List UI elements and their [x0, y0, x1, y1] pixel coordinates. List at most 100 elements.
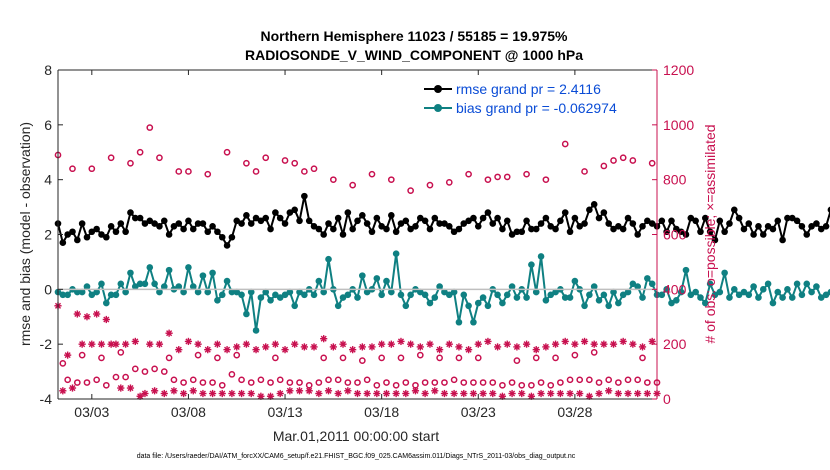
obs-assimilated-point-stroke	[272, 341, 279, 348]
obs-assimilated-point-stroke	[610, 341, 617, 348]
bias-point	[445, 291, 453, 299]
bias-point	[682, 266, 690, 274]
rmse-point	[721, 228, 728, 236]
rmse-point	[238, 220, 245, 227]
bias-point	[716, 288, 724, 296]
obs-possible-point	[474, 354, 482, 362]
obs-assimilated-point	[141, 389, 149, 398]
bias-point	[721, 269, 728, 277]
rmse-point	[310, 222, 318, 230]
obs-assimilated-point-stroke	[190, 387, 197, 394]
obs-possible-point	[291, 159, 299, 167]
obs-assimilated-point-stroke	[344, 387, 351, 394]
rmse-point	[813, 220, 820, 227]
rmse-point	[494, 214, 501, 222]
y-axis-label: rmse and bias (model - observation)	[17, 122, 33, 346]
x-tick-label: 03/18	[364, 404, 399, 420]
bias-point	[388, 288, 395, 296]
obs-assimilated-point	[73, 310, 81, 318]
obs-possible-point	[286, 379, 294, 386]
y-tick-label: 2	[44, 227, 52, 243]
obs-possible-point	[325, 376, 332, 384]
rmse-point	[199, 220, 207, 227]
obs-assimilated-point	[59, 387, 67, 395]
obs-assimilated-point	[155, 340, 164, 348]
rmse-point	[687, 214, 695, 222]
obs-possible-point	[117, 349, 125, 356]
obs-assimilated-point	[450, 389, 458, 398]
obs-assimilated-point-stroke	[504, 341, 511, 348]
bias-point	[803, 280, 811, 288]
rmse-point	[185, 217, 192, 225]
obs-possible-point	[88, 165, 96, 173]
obs-assimilated-point	[68, 384, 77, 392]
bias-point	[141, 280, 149, 288]
rmse-point	[508, 231, 516, 238]
obs-possible-point	[146, 124, 154, 131]
obs-assimilated-point	[228, 389, 236, 398]
obs-assimilated-point	[199, 389, 207, 398]
obs-possible-point	[78, 351, 86, 359]
obs-assimilated-point	[455, 343, 463, 351]
rmse-point	[421, 217, 429, 225]
obs-possible-point	[387, 176, 395, 184]
obs-possible-point	[431, 379, 439, 386]
obs-possible-point	[436, 354, 443, 362]
bias-point	[769, 299, 777, 307]
bias-point	[291, 302, 299, 310]
obs-assimilated-point-stroke	[388, 341, 395, 348]
rmse-point	[170, 222, 178, 230]
obs-assimilated-point	[252, 346, 260, 354]
obs-assimilated-point	[126, 384, 135, 392]
rmse-point	[827, 206, 830, 213]
obs-assimilated-point-stroke	[93, 310, 100, 318]
obs-possible-point	[513, 357, 521, 364]
plot-area	[58, 70, 657, 399]
obs-assimilated-point-stroke	[248, 390, 255, 397]
obs-possible-point	[421, 379, 429, 386]
bias-point	[78, 288, 86, 296]
obs-assimilated-point	[638, 343, 647, 351]
rmse-point	[774, 217, 782, 225]
rmse-point	[668, 217, 675, 225]
obs-assimilated-point	[440, 389, 449, 398]
obs-possible-point	[383, 379, 390, 386]
rmse-point	[165, 231, 173, 238]
series-layer	[54, 124, 830, 400]
obs-assimilated-point	[112, 340, 120, 348]
bias-point	[426, 299, 434, 307]
obs-possible-point	[141, 368, 149, 375]
bias-point	[808, 288, 815, 296]
bias-point	[185, 264, 192, 271]
obs-assimilated-point	[218, 389, 226, 398]
obs-assimilated-point-stroke	[557, 390, 564, 397]
bias-point	[697, 294, 704, 301]
bias-point	[267, 297, 274, 304]
obs-possible-point	[223, 148, 231, 156]
obs-assimilated-point	[247, 389, 255, 398]
rmse-point	[595, 214, 603, 222]
rmse-point	[605, 220, 612, 227]
y-tick-label: 6	[44, 117, 52, 133]
obs-possible-point	[102, 381, 110, 389]
obs-assimilated-point-stroke	[238, 390, 245, 397]
bias-point	[286, 288, 294, 296]
rmse-point	[634, 231, 641, 238]
bias-point	[160, 283, 168, 290]
data-file-footnote: data file: /Users/raeder/DAI/ATM_forcXX/…	[137, 453, 576, 460]
bias-point	[813, 283, 820, 290]
bias-point	[257, 294, 265, 301]
obs-assimilated-point	[551, 340, 560, 348]
y2-tick-label: 200	[663, 336, 687, 352]
bias-point	[494, 291, 501, 299]
rmse-point	[69, 228, 76, 236]
bias-point	[64, 291, 71, 299]
y2-tick-label: 600	[663, 227, 687, 243]
rmse-point	[484, 209, 492, 216]
obs-assimilated-point-stroke	[499, 393, 506, 400]
obs-possible-point	[228, 370, 236, 378]
bias-point	[590, 283, 598, 290]
obs-possible-point	[552, 354, 559, 362]
obs-assimilated-point-stroke	[542, 343, 549, 350]
obs-assimilated-point	[629, 340, 637, 348]
